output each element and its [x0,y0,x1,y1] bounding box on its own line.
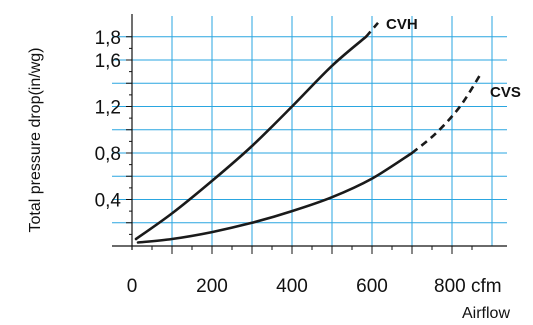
y-tick-label: 1,8 [95,28,121,49]
y-tick-label: 0,4 [95,191,122,212]
y-tick-label: 1,2 [95,98,121,119]
series-curves [134,21,482,244]
series-label-cvs: CVS [490,84,521,101]
x-tick-label: 600 [356,276,388,297]
y-tick-label: 0,8 [95,144,121,165]
series-cvh-solid [134,35,368,241]
x-axis-title: Airflow [462,305,510,322]
grid [112,16,507,246]
series-cvs-solid [136,151,414,244]
series-cvh-dashed [365,21,379,38]
series-label-cvh: CVH [386,16,418,33]
x-tick-label: 0 [127,276,138,297]
axes [112,14,507,254]
y-axis-title: Total pressure drop(in/wg) [27,48,44,233]
x-tick-label: 200 [196,276,228,297]
x-tick-label: 800 cfm [434,276,502,297]
series-cvs-dashed [411,74,482,155]
x-tick-label: 400 [276,276,308,297]
y-tick-label: 1,6 [95,51,121,72]
labels: 0,4 0,8 1,2 1,61,8 0 200 400 600 800 cfm CVH CVS [95,16,521,297]
